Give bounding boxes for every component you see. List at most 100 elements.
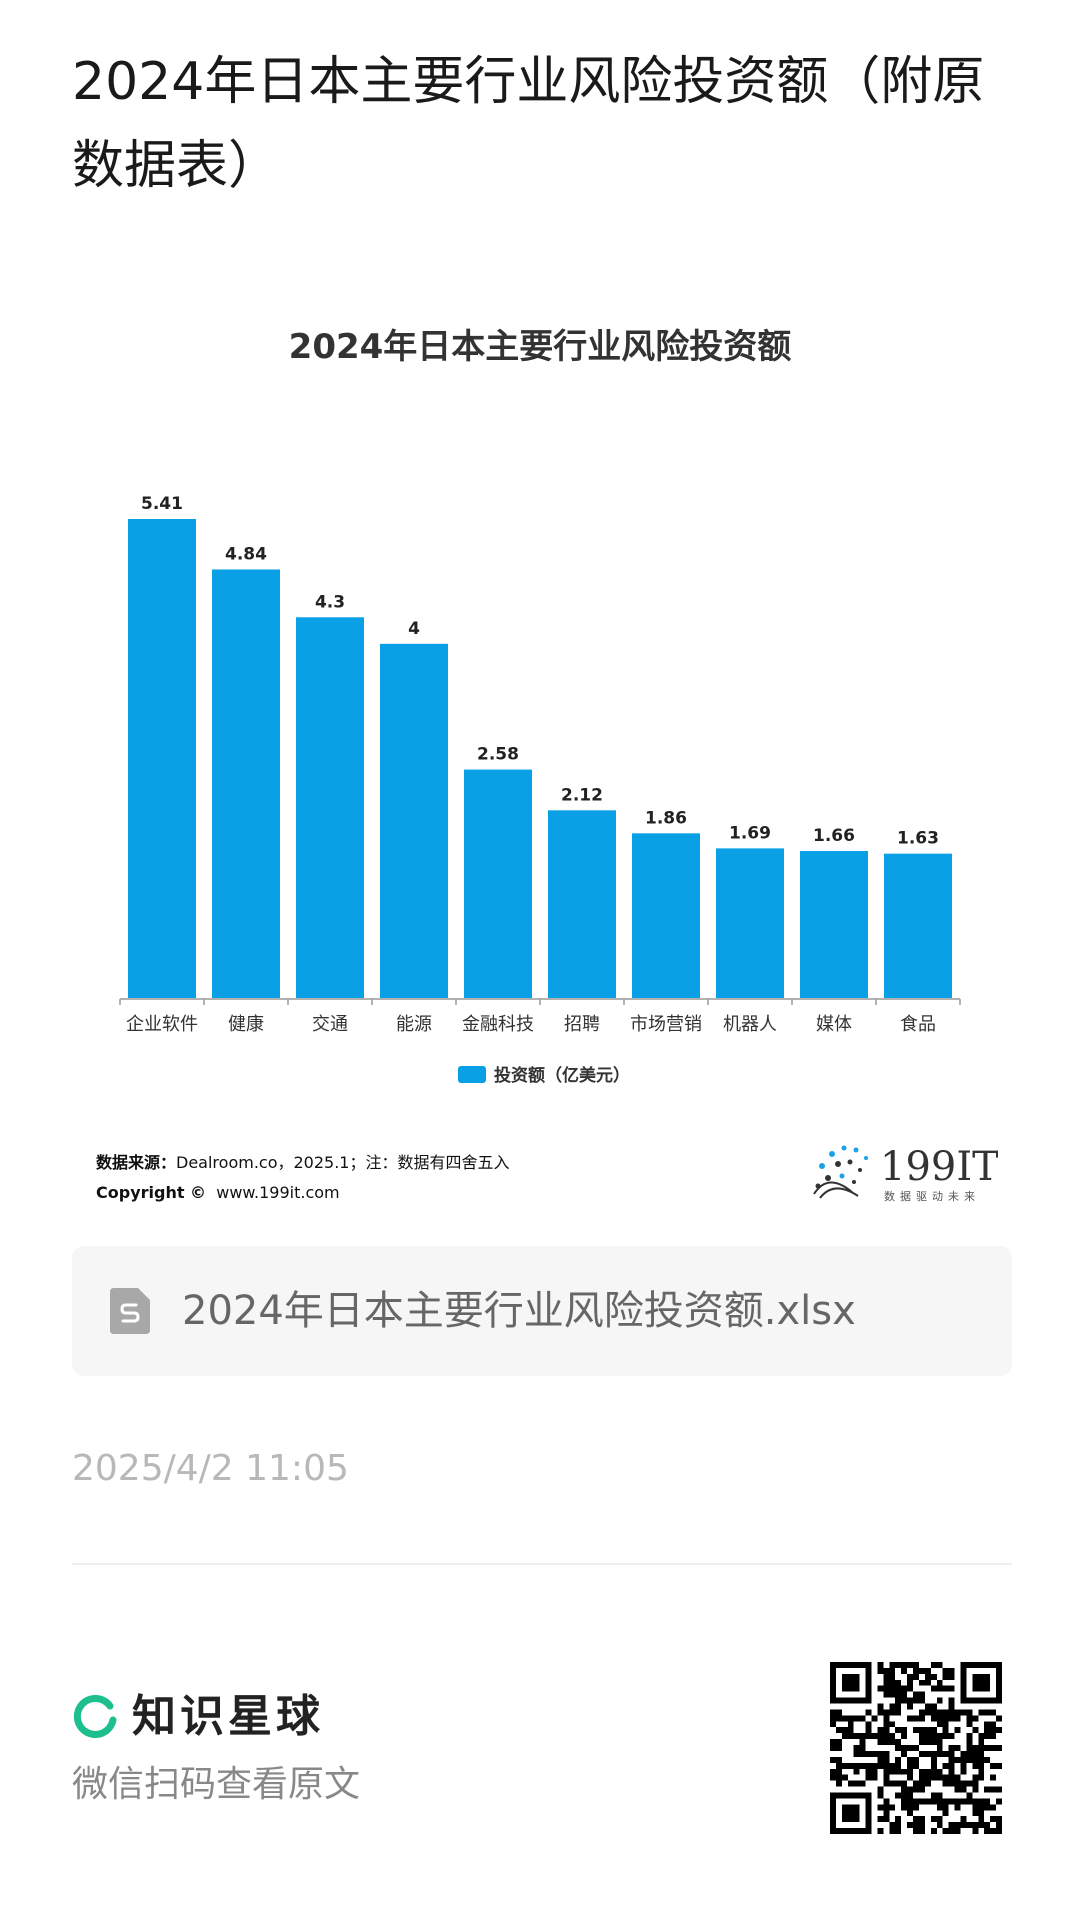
qr-module bbox=[877, 1662, 884, 1668]
qr-module bbox=[895, 1685, 902, 1692]
qr-module bbox=[930, 1727, 937, 1734]
qr-module bbox=[847, 1780, 854, 1787]
qr-module bbox=[972, 1810, 979, 1817]
qr-module bbox=[918, 1679, 925, 1686]
qr-code[interactable] bbox=[830, 1662, 1002, 1834]
qr-module bbox=[877, 1739, 884, 1746]
qr-module bbox=[960, 1756, 967, 1763]
qr-module bbox=[924, 1673, 931, 1680]
qr-module bbox=[901, 1768, 908, 1775]
qr-module bbox=[984, 1822, 991, 1829]
qr-module bbox=[948, 1780, 955, 1787]
qr-module bbox=[924, 1703, 931, 1710]
qr-module bbox=[913, 1697, 919, 1704]
brand-subtitle: 微信扫码查看原文 bbox=[72, 1764, 361, 1805]
qr-module bbox=[830, 1774, 836, 1781]
qr-module bbox=[883, 1762, 890, 1769]
qr-module bbox=[942, 1780, 949, 1787]
qr-module bbox=[966, 1756, 973, 1763]
qr-module bbox=[990, 1828, 997, 1834]
qr-module bbox=[942, 1685, 949, 1692]
qr-module bbox=[936, 1792, 943, 1799]
bar-3 bbox=[380, 643, 448, 998]
copyright-label: Copyright © bbox=[96, 1183, 207, 1202]
qr-module bbox=[901, 1667, 908, 1674]
qr-module bbox=[913, 1822, 919, 1829]
qr-module bbox=[936, 1768, 943, 1775]
qr-module bbox=[966, 1750, 973, 1757]
x-tick-label-2: 交通 bbox=[312, 1014, 348, 1035]
data-label-5: 2.12 bbox=[561, 785, 603, 805]
qr-module bbox=[996, 1798, 1002, 1805]
chart-title: 2024年日本主要行业风险投资额 bbox=[289, 327, 792, 367]
qr-module bbox=[966, 1780, 973, 1787]
qr-module bbox=[835, 1762, 842, 1769]
attachment-card[interactable]: 2024年日本主要行业风险投资额.xlsx bbox=[72, 1246, 1012, 1376]
qr-module bbox=[847, 1727, 854, 1734]
qr-module bbox=[901, 1691, 908, 1698]
qr-module bbox=[883, 1780, 890, 1787]
qr-module bbox=[913, 1691, 919, 1698]
qr-module bbox=[948, 1685, 955, 1692]
source-note: 数据来源：Dealroom.co，2025.1；注：数据有四舍五入 Copyri… bbox=[96, 1148, 509, 1208]
qr-module bbox=[936, 1798, 943, 1805]
qr-module bbox=[972, 1804, 979, 1811]
qr-module bbox=[948, 1709, 955, 1716]
qr-module bbox=[877, 1727, 884, 1734]
qr-module bbox=[990, 1709, 997, 1716]
qr-module bbox=[901, 1750, 908, 1757]
qr-module bbox=[913, 1804, 919, 1811]
qr-module bbox=[936, 1750, 943, 1757]
qr-module bbox=[895, 1703, 902, 1710]
qr-module bbox=[830, 1709, 836, 1716]
qr-module bbox=[901, 1792, 908, 1799]
x-tick-label-5: 招聘 bbox=[564, 1014, 600, 1035]
qr-module bbox=[918, 1733, 925, 1740]
qr-module bbox=[990, 1774, 997, 1781]
qr-module bbox=[883, 1739, 890, 1746]
qr-module bbox=[960, 1816, 967, 1823]
qr-module bbox=[918, 1750, 925, 1757]
qr-module bbox=[918, 1727, 925, 1734]
qr-module bbox=[942, 1709, 949, 1716]
qr-module bbox=[877, 1667, 884, 1674]
x-tick-label-1: 健康 bbox=[228, 1014, 264, 1035]
qr-module bbox=[930, 1703, 937, 1710]
qr-module bbox=[889, 1822, 896, 1829]
data-label-4: 2.58 bbox=[477, 745, 519, 765]
qr-module bbox=[978, 1733, 985, 1740]
copyright-url: www.199it.com bbox=[216, 1183, 340, 1202]
qr-module bbox=[865, 1774, 872, 1781]
qr-module bbox=[948, 1756, 955, 1763]
qr-module bbox=[889, 1679, 896, 1686]
qr-module bbox=[948, 1828, 955, 1834]
qr-module bbox=[942, 1798, 949, 1805]
qr-module bbox=[990, 1786, 997, 1793]
qr-module bbox=[907, 1703, 914, 1710]
qr-module bbox=[865, 1721, 872, 1728]
data-label-1: 4.84 bbox=[225, 544, 267, 564]
qr-module bbox=[954, 1745, 961, 1751]
brand-name: 知识星球 bbox=[132, 1691, 324, 1742]
qr-module bbox=[918, 1739, 925, 1746]
qr-module bbox=[883, 1673, 890, 1680]
legend: 投资额（亿美元） bbox=[458, 1065, 630, 1086]
qr-module bbox=[918, 1697, 925, 1704]
qr-module bbox=[877, 1786, 884, 1793]
qr-module bbox=[966, 1709, 973, 1716]
qr-module bbox=[901, 1685, 908, 1692]
qr-module bbox=[895, 1792, 902, 1799]
qr-module bbox=[972, 1756, 979, 1763]
qr-module bbox=[901, 1798, 908, 1805]
qr-module bbox=[835, 1756, 842, 1763]
qr-module bbox=[871, 1768, 878, 1775]
qr-module bbox=[913, 1786, 919, 1793]
qr-module bbox=[936, 1715, 943, 1722]
qr-module bbox=[936, 1774, 943, 1781]
qr-module bbox=[966, 1745, 973, 1751]
qr-module bbox=[960, 1822, 967, 1829]
qr-module bbox=[877, 1685, 884, 1692]
qr-module bbox=[830, 1721, 836, 1728]
qr-module bbox=[889, 1768, 896, 1775]
data-label-0: 5.41 bbox=[141, 494, 183, 514]
